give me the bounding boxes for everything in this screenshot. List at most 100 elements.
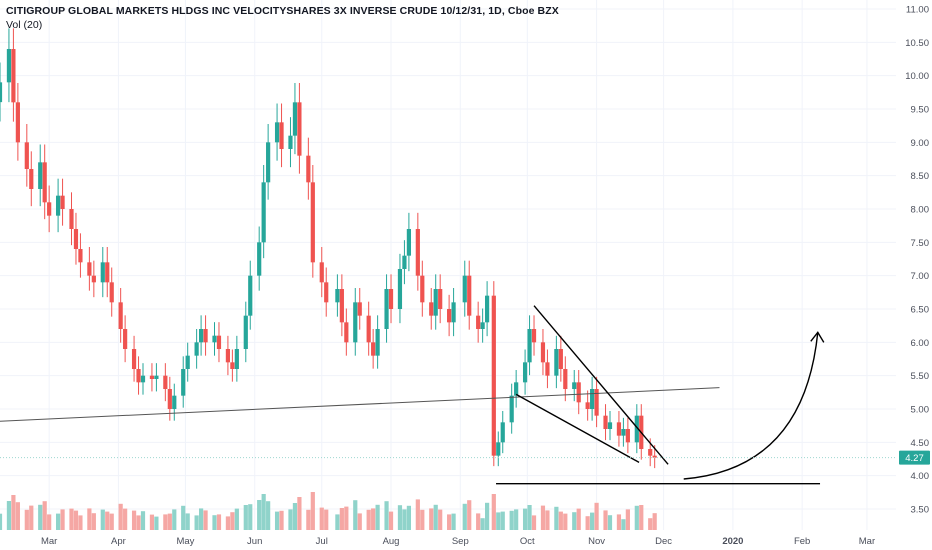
volume-bar: [194, 515, 199, 530]
candle-body: [625, 429, 630, 443]
candle-body: [388, 289, 394, 309]
candle-body: [69, 209, 74, 229]
candle-body: [123, 329, 128, 349]
candle-body: [485, 295, 490, 323]
volume-bar: [476, 513, 481, 530]
candle-body: [118, 302, 123, 329]
volume-bar: [563, 513, 568, 530]
candle-body: [100, 262, 105, 283]
volume-bar: [603, 510, 608, 530]
volume-bar: [279, 510, 284, 530]
volume-bar: [558, 511, 563, 530]
volume-indicator-label: Vol (20): [6, 19, 43, 31]
candle-body: [24, 142, 29, 169]
candle-body: [339, 289, 344, 323]
candle-body: [11, 49, 16, 103]
volume-bar: [47, 514, 52, 530]
volume-bar: [185, 513, 190, 530]
volume-bar: [545, 510, 550, 530]
volume-bar: [648, 518, 653, 530]
time-axis[interactable]: Mar Apr May Jun Jul Aug Sep Oct Nov Dec 2020 Feb Mar: [41, 536, 875, 547]
volume-bar: [509, 510, 514, 530]
candle-body: [572, 382, 577, 389]
candle-body: [6, 49, 12, 83]
volume-bar: [590, 512, 595, 530]
last-price-value: 4.27: [905, 453, 924, 464]
candle-body: [616, 422, 622, 436]
volume-bar: [6, 501, 12, 530]
volume-bar: [140, 511, 146, 530]
wedge-line: [515, 393, 640, 463]
candle-body: [429, 302, 434, 316]
volume-bar: [234, 508, 239, 530]
volume-bar: [216, 514, 222, 530]
candle-body: [154, 375, 159, 379]
candle-body: [194, 342, 199, 356]
candle-body: [163, 375, 168, 389]
volume-bar: [397, 505, 403, 530]
candle-body: [230, 362, 235, 369]
candle-body: [140, 375, 146, 383]
candle-body: [397, 269, 403, 309]
volume-bar: [576, 508, 581, 530]
volume-bar: [357, 513, 362, 530]
x-tick-label: Mar: [41, 536, 57, 547]
volume-bar: [248, 504, 253, 530]
volume-bar: [607, 515, 613, 530]
last-price-tag-bg: [899, 450, 930, 465]
candle-body: [0, 82, 3, 103]
candle-body: [297, 102, 302, 156]
candle-body: [603, 415, 608, 429]
y-tick-label: 5.50: [911, 371, 930, 382]
volume-bar: [310, 492, 315, 530]
volume-bar: [324, 509, 329, 530]
volume-bar: [261, 494, 266, 530]
candle-body: [545, 362, 550, 376]
x-tick-label: Mar: [859, 536, 875, 547]
candle-body: [225, 349, 231, 363]
volume-bar: [288, 509, 293, 530]
y-tick-label: 10.50: [905, 38, 929, 49]
volume-bar: [78, 515, 83, 530]
volume-bar: [585, 516, 590, 530]
candle-body: [433, 289, 438, 316]
volume-bar: [24, 509, 29, 530]
x-tick-label: May: [176, 536, 194, 547]
y-tick-label: 7.50: [911, 238, 930, 249]
volume-bar: [496, 512, 501, 530]
candle-body: [29, 169, 34, 189]
volume-bar: [344, 506, 349, 530]
candle-body: [38, 162, 43, 189]
y-tick-label: 6.00: [911, 338, 930, 349]
candle-body: [42, 162, 47, 203]
arrow-head-icon: [810, 331, 825, 343]
candle-body: [261, 182, 266, 243]
x-tick-label: Oct: [520, 536, 535, 547]
candle-body: [257, 242, 262, 276]
last-price-tag: 4.27: [0, 450, 930, 465]
candle-body: [585, 402, 590, 409]
volume-bar: [353, 500, 358, 530]
candle-body: [371, 342, 376, 356]
price-axis[interactable]: 3.50 4.00 4.50 5.00 5.50 6.00 6.50 7.00 7.50 8.00…: [905, 5, 929, 516]
candle-body: [594, 389, 599, 416]
volume-bar: [531, 515, 537, 530]
volume-bar: [91, 513, 96, 530]
candle-body: [384, 289, 389, 329]
volume-bar: [109, 513, 114, 530]
candle-body: [652, 455, 657, 458]
candle-body: [509, 395, 514, 423]
candle-body: [243, 315, 248, 349]
volume-bar: [594, 502, 599, 530]
volume-bar: [0, 513, 3, 530]
volume-bar: [243, 505, 248, 530]
volume-bar: [339, 508, 344, 530]
volume-bar: [415, 499, 420, 530]
x-tick-label: Apr: [111, 536, 126, 547]
y-tick-label: 8.50: [911, 171, 930, 182]
candle-body: [558, 349, 563, 369]
volume-bar: [69, 508, 74, 530]
candle-body: [91, 275, 96, 283]
volume-bar: [225, 516, 231, 530]
